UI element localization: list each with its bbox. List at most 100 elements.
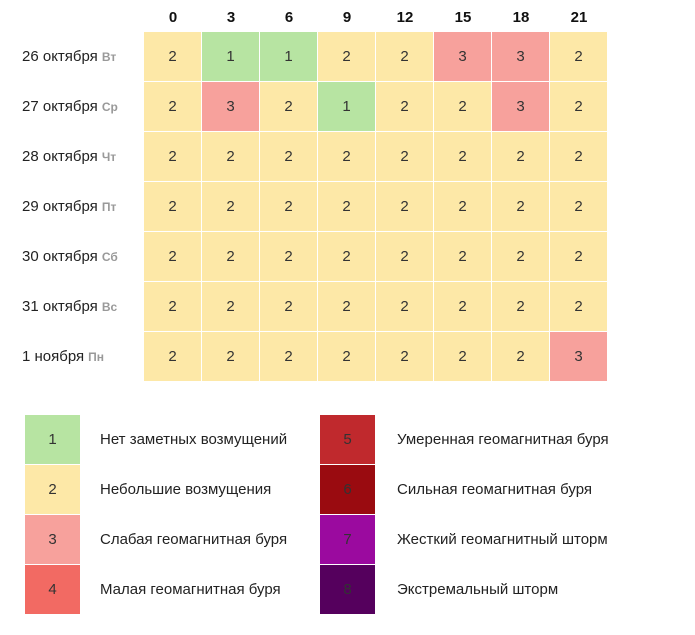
kp-cell: 2 xyxy=(376,282,434,332)
legend-label: Слабая геомагнитная буря xyxy=(100,531,288,548)
kp-cell: 3 xyxy=(550,332,608,382)
date-text: 27 октября xyxy=(22,98,98,115)
kp-cell: 2 xyxy=(434,332,492,382)
kp-cell: 2 xyxy=(376,332,434,382)
kp-cell: 2 xyxy=(550,32,608,82)
legend-swatch: 2 xyxy=(25,465,80,515)
legend-swatch: 3 xyxy=(25,515,80,565)
row-date: 31 октября Вс xyxy=(22,297,117,317)
kp-cell: 2 xyxy=(492,132,550,182)
kp-cell: 2 xyxy=(144,332,202,382)
kp-cell: 2 xyxy=(492,182,550,232)
date-text: 29 октября xyxy=(22,198,98,215)
legend-label: Малая геомагнитная буря xyxy=(100,581,281,598)
kp-cell: 2 xyxy=(144,82,202,132)
row-date: 28 октября Чт xyxy=(22,147,116,167)
kp-cell: 2 xyxy=(376,232,434,282)
date-text: 31 октября xyxy=(22,298,98,315)
kp-cell: 2 xyxy=(434,132,492,182)
kp-cell: 2 xyxy=(492,332,550,382)
kp-cell: 2 xyxy=(144,32,202,82)
kp-cell: 2 xyxy=(144,132,202,182)
kp-cell: 2 xyxy=(550,282,608,332)
kp-cell: 2 xyxy=(144,232,202,282)
weekday: Пн xyxy=(88,350,105,364)
kp-cell: 2 xyxy=(434,232,492,282)
row-date: 1 ноября Пн xyxy=(22,347,104,367)
row-date: 30 октября Сб xyxy=(22,247,118,267)
legend-label: Сильная геомагнитная буря xyxy=(397,481,592,498)
column-header: 9 xyxy=(342,9,352,26)
kp-cell: 3 xyxy=(434,32,492,82)
weekday: Сб xyxy=(101,250,118,264)
kp-cell: 2 xyxy=(318,332,376,382)
weekday: Чт xyxy=(101,150,117,164)
kp-cell: 2 xyxy=(202,182,260,232)
weekday: Вс xyxy=(101,300,118,314)
kp-cell: 2 xyxy=(260,232,318,282)
kp-cell: 2 xyxy=(492,282,550,332)
legend-label: Нет заметных возмущений xyxy=(100,431,288,448)
kp-cell: 2 xyxy=(550,82,608,132)
kp-cell: 2 xyxy=(550,182,608,232)
legend-label: Умеренная геомагнитная буря xyxy=(397,431,609,448)
kp-cell: 1 xyxy=(260,32,318,82)
legend-swatch: 4 xyxy=(25,565,80,615)
date-text: 1 ноября xyxy=(22,348,85,365)
kp-cell: 2 xyxy=(318,32,376,82)
legend-swatch: 5 xyxy=(320,415,375,465)
column-header: 6 xyxy=(284,9,294,26)
legend-swatch: 1 xyxy=(25,415,80,465)
legend-swatch: 8 xyxy=(320,565,375,615)
legend-swatch: 7 xyxy=(320,515,375,565)
column-header: 15 xyxy=(454,9,472,26)
legend-label: Жесткий геомагнитный шторм xyxy=(397,531,608,548)
kp-cell: 2 xyxy=(260,132,318,182)
kp-cell: 2 xyxy=(550,132,608,182)
kp-cell: 2 xyxy=(376,32,434,82)
kp-cell: 2 xyxy=(318,182,376,232)
kp-cell: 2 xyxy=(492,232,550,282)
column-header: 12 xyxy=(396,9,414,26)
column-header: 3 xyxy=(226,9,236,26)
kp-cell: 3 xyxy=(492,32,550,82)
column-header: 0 xyxy=(168,9,178,26)
kp-cell: 2 xyxy=(202,132,260,182)
date-text: 28 октября xyxy=(22,148,98,165)
legend-label: Небольшие возмущения xyxy=(100,481,272,498)
row-date: 26 октября Вт xyxy=(22,47,116,67)
kp-cell: 2 xyxy=(202,232,260,282)
kp-cell: 2 xyxy=(318,282,376,332)
kp-cell: 2 xyxy=(318,132,376,182)
kp-cell: 2 xyxy=(144,282,202,332)
date-text: 26 октября xyxy=(22,48,98,65)
kp-cell: 2 xyxy=(376,182,434,232)
kp-cell: 2 xyxy=(260,182,318,232)
kp-cell: 2 xyxy=(144,182,202,232)
kp-cell: 3 xyxy=(492,82,550,132)
weekday: Ср xyxy=(101,100,118,114)
row-date: 27 октября Ср xyxy=(22,97,118,117)
kp-cell: 1 xyxy=(318,82,376,132)
kp-cell: 2 xyxy=(376,132,434,182)
row-date: 29 октября Пт xyxy=(22,197,116,217)
kp-cell: 1 xyxy=(202,32,260,82)
kp-cell: 2 xyxy=(318,232,376,282)
kp-cell: 2 xyxy=(434,82,492,132)
kp-cell: 2 xyxy=(202,332,260,382)
weekday: Пт xyxy=(101,200,117,214)
weekday: Вт xyxy=(101,50,117,64)
kp-cell: 2 xyxy=(434,182,492,232)
kp-cell: 2 xyxy=(260,282,318,332)
kp-cell: 2 xyxy=(550,232,608,282)
kp-cell: 2 xyxy=(202,282,260,332)
legend-label: Экстремальный шторм xyxy=(397,581,559,598)
date-text: 30 октября xyxy=(22,248,98,265)
column-header: 21 xyxy=(570,9,588,26)
kp-cell: 2 xyxy=(434,282,492,332)
kp-cell: 2 xyxy=(260,82,318,132)
kp-cell: 3 xyxy=(202,82,260,132)
column-header: 18 xyxy=(512,9,530,26)
legend-swatch: 6 xyxy=(320,465,375,515)
